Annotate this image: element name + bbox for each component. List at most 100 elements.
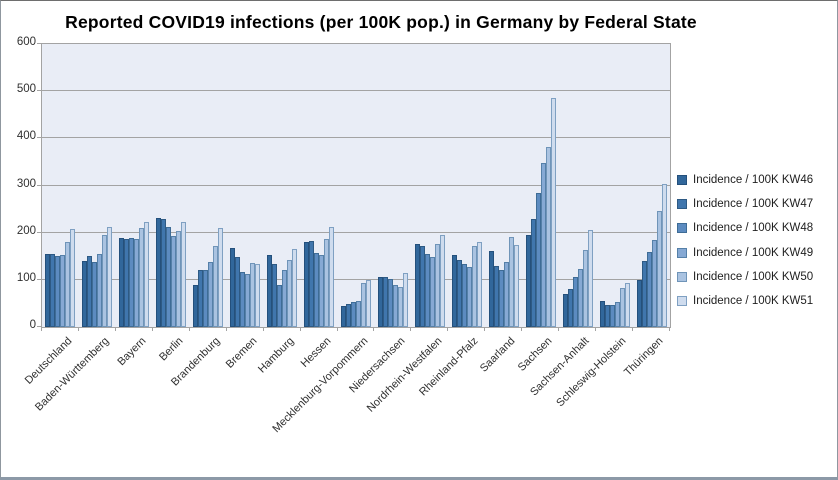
y-axis-tick-label: 400 [16, 130, 36, 143]
bar [287, 260, 293, 327]
bar-group [190, 44, 227, 327]
legend-label: Incidence / 100K KW46 [693, 174, 814, 187]
bar [456, 260, 462, 327]
legend-label: Incidence / 100K KW48 [693, 222, 814, 235]
bar [382, 277, 388, 327]
legend-swatch-icon [677, 199, 687, 210]
bar [572, 277, 578, 327]
bar [156, 218, 162, 327]
x-axis-tick [595, 327, 597, 331]
bar [550, 98, 556, 327]
bar [124, 239, 130, 327]
bar-group [374, 44, 411, 327]
bar-group [448, 44, 485, 327]
bar [45, 254, 51, 327]
legend-label: Incidence / 100K KW49 [693, 246, 814, 259]
bar-group [116, 44, 153, 327]
bar [525, 235, 531, 327]
bar-group [633, 44, 670, 327]
y-axis-tick [37, 326, 41, 327]
bar [272, 264, 278, 327]
x-axis-tick [521, 327, 523, 331]
bar [129, 238, 135, 327]
bar-group [79, 44, 116, 327]
bar [166, 227, 172, 327]
bar [365, 280, 371, 327]
bar [208, 262, 214, 327]
legend-entry: Incidence / 100K KW48 [677, 216, 837, 240]
bar [218, 228, 224, 327]
bar [562, 294, 568, 327]
bar [55, 256, 61, 327]
bar [87, 256, 93, 327]
bar [397, 287, 403, 327]
bar [171, 236, 177, 327]
bar [567, 289, 573, 327]
bar [624, 283, 630, 327]
legend-label: Incidence / 100K KW51 [693, 295, 814, 308]
bar [355, 301, 361, 327]
bar [70, 229, 76, 327]
x-axis-tick [77, 327, 79, 331]
x-axis-tick [410, 327, 412, 331]
bar [292, 249, 298, 327]
bar-group [485, 44, 522, 327]
y-axis-tick-label: 300 [16, 177, 36, 190]
gridline [42, 184, 670, 186]
bar-group [559, 44, 596, 327]
bar [646, 252, 652, 327]
bar-group [596, 44, 633, 327]
bar [377, 277, 383, 327]
bar [345, 304, 351, 327]
bar [434, 244, 440, 327]
legend-entry: Incidence / 100K KW50 [677, 265, 837, 289]
x-axis-tick [225, 327, 227, 331]
bar [599, 301, 605, 327]
bar-group [42, 44, 79, 327]
x-axis-tick [484, 327, 486, 331]
bar [360, 283, 366, 327]
bar-group [264, 44, 301, 327]
x-axis-tick [373, 327, 375, 331]
x-axis-tick [632, 327, 634, 331]
legend-label: Incidence / 100K KW47 [693, 198, 814, 211]
legend-entry: Incidence / 100K KW49 [677, 241, 837, 265]
x-axis-tick [299, 327, 301, 331]
bar [267, 255, 273, 327]
bar [503, 262, 509, 327]
bar [277, 285, 283, 327]
bar [213, 246, 219, 327]
bar [230, 248, 236, 327]
bar [324, 239, 330, 327]
bar [636, 280, 642, 327]
x-axis-tick [41, 327, 42, 331]
bar [493, 266, 499, 327]
bar [139, 228, 145, 327]
bar [419, 246, 425, 327]
bar [587, 230, 593, 327]
legend-swatch-icon [677, 296, 687, 307]
x-axis-tick [188, 327, 190, 331]
bar-group [227, 44, 264, 327]
bar [545, 147, 551, 327]
bar [309, 241, 315, 327]
bar [250, 263, 256, 327]
gridline [42, 43, 670, 44]
bar [176, 231, 182, 327]
bar [424, 254, 430, 327]
x-axis-tick [114, 327, 116, 331]
bar [161, 219, 167, 327]
bar [661, 184, 667, 327]
bar [203, 270, 209, 327]
x-axis-tick [262, 327, 264, 331]
bar [350, 302, 356, 327]
gridline [42, 278, 670, 280]
bar [609, 305, 615, 327]
bar-group [338, 44, 375, 327]
x-axis-tick [151, 327, 153, 331]
legend-swatch-icon [677, 175, 687, 186]
bar [245, 274, 251, 327]
bar [304, 242, 310, 327]
legend: Incidence / 100K KW46 Incidence / 100K KW… [677, 168, 837, 313]
